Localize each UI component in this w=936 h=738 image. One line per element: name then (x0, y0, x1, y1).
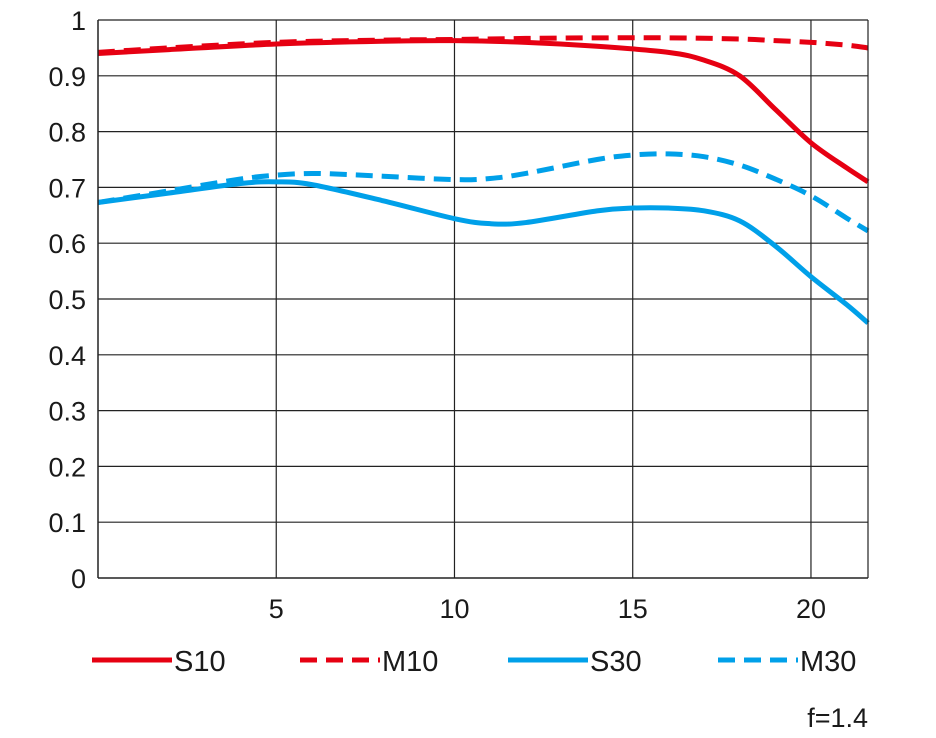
x-tick-label: 5 (269, 594, 284, 624)
aperture-annotation: f=1.4 (807, 703, 868, 733)
legend-label-m30: M30 (800, 646, 856, 678)
series-line-m30 (97, 151, 870, 234)
legend-label-s30: S30 (590, 646, 642, 678)
y-tick-label: 0.9 (48, 62, 86, 92)
y-tick-label: 0.6 (48, 229, 86, 259)
y-tick-label: 0.1 (48, 508, 86, 538)
series-line-s10 (97, 38, 870, 184)
y-tick-label: 0 (71, 564, 86, 594)
grid (98, 19, 868, 578)
x-tick-label: 15 (618, 594, 648, 624)
y-axis-ticks: 0 0.1 0.2 0.3 0.4 0.5 0.6 0.7 0.8 0.9 1 (48, 6, 86, 594)
x-tick-label: 10 (439, 594, 469, 624)
y-tick-label: 0.3 (48, 397, 86, 427)
y-tick-label: 0.8 (48, 118, 86, 148)
plot-frame (97, 20, 869, 579)
legend-label-m10: M10 (382, 646, 438, 678)
y-tick-label: 1 (71, 6, 86, 36)
y-tick-label: 0.2 (48, 452, 86, 482)
x-tick-label: 20 (796, 594, 826, 624)
series-line-m10 (97, 35, 869, 55)
x-axis-ticks: 5 10 15 20 (269, 594, 826, 624)
y-tick-label: 0.7 (48, 173, 86, 203)
y-tick-label: 0.4 (48, 341, 86, 371)
legend-label-s10: S10 (174, 646, 226, 678)
y-tick-label: 0.5 (48, 285, 86, 315)
legend: S10 M10 S30 M30 (92, 646, 856, 678)
series-line-s30 (97, 179, 870, 325)
series-lines (97, 35, 870, 325)
